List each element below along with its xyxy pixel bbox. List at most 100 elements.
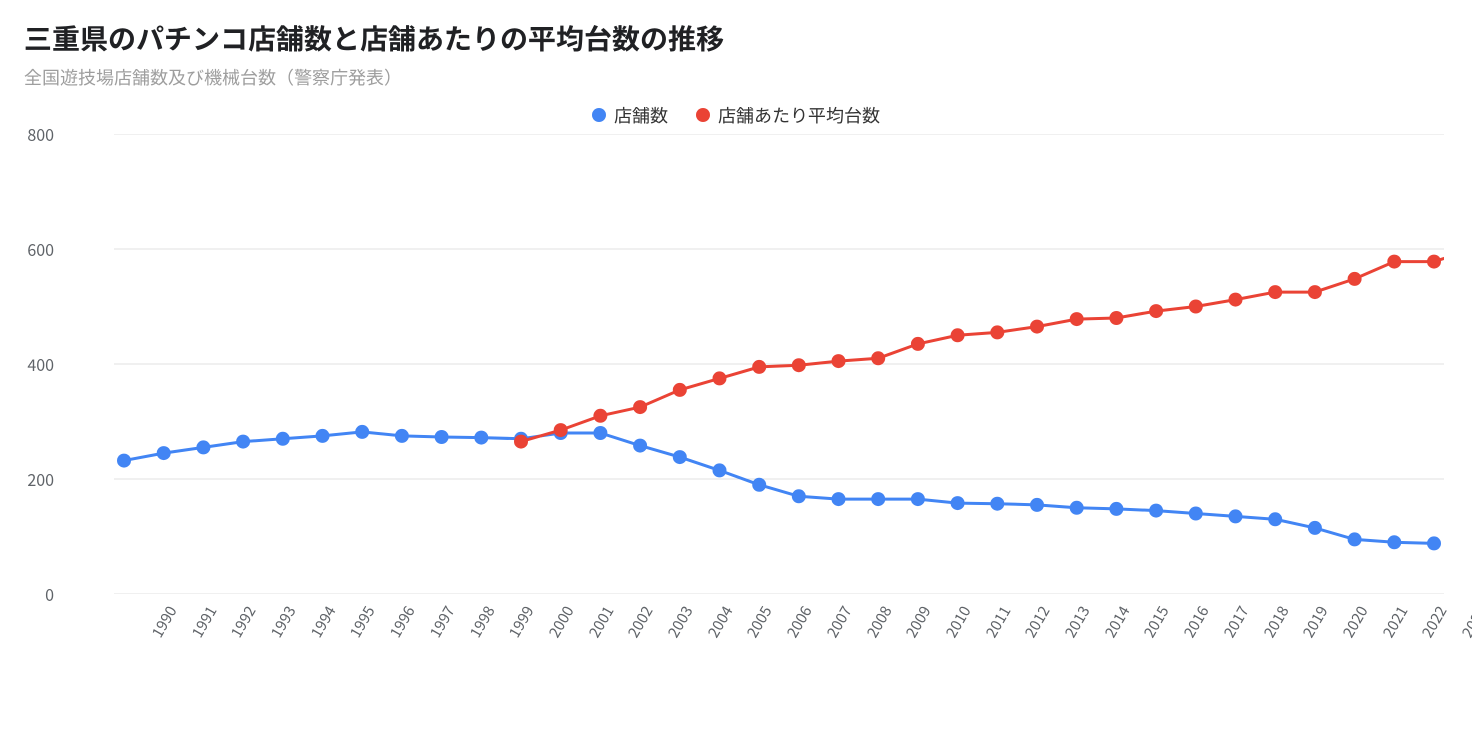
x-tick-label: 2008 xyxy=(861,602,896,641)
data-point xyxy=(871,351,885,365)
chart-subtitle: 全国遊技場店舗数及び機械台数（警察庁発表） xyxy=(24,64,1448,90)
data-point xyxy=(832,354,846,368)
data-point xyxy=(196,440,210,454)
x-tick-label: 2023 xyxy=(1457,602,1472,641)
legend-label-machines: 店舗あたり平均台数 xyxy=(718,102,880,128)
data-point xyxy=(435,430,449,444)
data-point xyxy=(355,425,369,439)
data-point xyxy=(752,478,766,492)
data-point xyxy=(1229,509,1243,523)
data-point xyxy=(1030,498,1044,512)
data-point xyxy=(1149,504,1163,518)
x-tick-label: 2006 xyxy=(782,602,817,641)
x-tick-label: 2005 xyxy=(742,602,777,641)
x-tick-label: 2018 xyxy=(1258,602,1293,641)
x-tick-label: 1993 xyxy=(266,602,301,641)
x-tick-label: 2010 xyxy=(941,602,976,641)
x-tick-label: 2001 xyxy=(583,602,618,641)
data-point xyxy=(1387,255,1401,269)
y-tick-label: 600 xyxy=(4,237,54,261)
data-point xyxy=(1268,285,1282,299)
legend-label-stores: 店舗数 xyxy=(614,102,668,128)
data-point xyxy=(276,432,290,446)
x-tick-label: 2007 xyxy=(822,602,857,641)
data-point xyxy=(1427,255,1441,269)
data-point xyxy=(911,337,925,351)
series-line xyxy=(124,432,1434,544)
data-point xyxy=(395,429,409,443)
y-tick-label: 400 xyxy=(4,352,54,376)
x-tick-label: 2016 xyxy=(1179,602,1214,641)
y-tick-label: 0 xyxy=(4,582,54,606)
data-point xyxy=(1109,502,1123,516)
data-point xyxy=(554,423,568,437)
data-point xyxy=(1348,272,1362,286)
x-tick-label: 1999 xyxy=(504,602,539,641)
data-point xyxy=(871,492,885,506)
x-tick-label: 1995 xyxy=(345,602,380,641)
data-point xyxy=(1308,521,1322,535)
chart-title: 三重県のパチンコ店舗数と店舗あたりの平均台数の推移 xyxy=(24,18,1448,58)
x-tick-label: 1997 xyxy=(425,602,460,641)
data-point xyxy=(792,489,806,503)
data-point xyxy=(593,426,607,440)
x-tick-label: 2021 xyxy=(1377,602,1412,641)
data-point xyxy=(1189,507,1203,521)
data-point xyxy=(792,358,806,372)
data-point xyxy=(236,435,250,449)
data-point xyxy=(1070,312,1084,326)
x-tick-label: 2000 xyxy=(544,602,579,641)
legend-dot-icon xyxy=(696,108,710,122)
data-point xyxy=(990,325,1004,339)
x-tick-label: 2015 xyxy=(1139,602,1174,641)
y-tick-label: 200 xyxy=(4,467,54,491)
x-tick-label: 2022 xyxy=(1417,602,1452,641)
x-tick-label: 2020 xyxy=(1338,602,1373,641)
x-tick-label: 1990 xyxy=(147,602,182,641)
x-tick-label: 1994 xyxy=(305,602,340,641)
chart-plot-area: 0200400600800 19901991199219931994199519… xyxy=(114,134,1428,674)
x-tick-label: 2019 xyxy=(1298,602,1333,641)
data-point xyxy=(316,429,330,443)
legend-item-machines: 店舗あたり平均台数 xyxy=(696,102,880,128)
data-point xyxy=(1268,512,1282,526)
data-point xyxy=(1030,320,1044,334)
x-tick-label: 2012 xyxy=(1020,602,1055,641)
data-point xyxy=(752,360,766,374)
data-point xyxy=(1149,304,1163,318)
data-point xyxy=(474,431,488,445)
x-tick-label: 1996 xyxy=(385,602,420,641)
data-point xyxy=(633,400,647,414)
x-axis-labels: 1990199119921993199419951996199719981999… xyxy=(114,594,1444,674)
data-point xyxy=(1070,501,1084,515)
x-tick-label: 2017 xyxy=(1218,602,1253,641)
data-point xyxy=(1427,536,1441,550)
x-tick-label: 1991 xyxy=(186,602,221,641)
legend: 店舗数 店舗あたり平均台数 xyxy=(24,102,1448,128)
data-point xyxy=(951,328,965,342)
y-tick-label: 800 xyxy=(4,122,54,146)
data-point xyxy=(673,450,687,464)
x-tick-label: 2014 xyxy=(1099,602,1134,641)
x-tick-label: 2011 xyxy=(980,602,1015,641)
x-tick-label: 2003 xyxy=(663,602,698,641)
data-point xyxy=(117,454,131,468)
data-point xyxy=(713,463,727,477)
data-point xyxy=(1189,300,1203,314)
x-tick-label: 2002 xyxy=(623,602,658,641)
data-point xyxy=(1387,535,1401,549)
data-point xyxy=(1229,293,1243,307)
data-point xyxy=(832,492,846,506)
data-point xyxy=(673,383,687,397)
data-point xyxy=(633,439,647,453)
x-tick-label: 1992 xyxy=(226,602,261,641)
data-point xyxy=(990,497,1004,511)
x-tick-label: 1998 xyxy=(464,602,499,641)
data-point xyxy=(593,409,607,423)
data-point xyxy=(1348,532,1362,546)
data-point xyxy=(157,446,171,460)
data-point xyxy=(1308,285,1322,299)
x-tick-label: 2013 xyxy=(1060,602,1095,641)
chart-svg xyxy=(114,134,1444,594)
x-tick-label: 2009 xyxy=(901,602,936,641)
